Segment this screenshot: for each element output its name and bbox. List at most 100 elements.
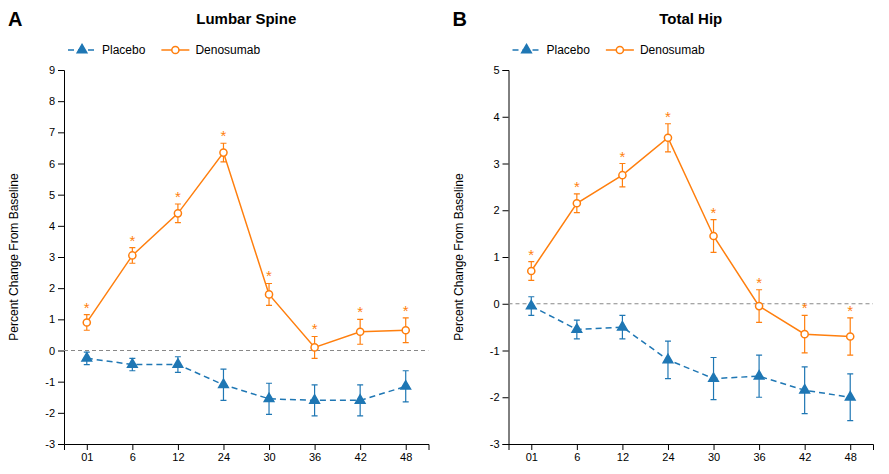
y-tick-mark [58,257,64,258]
legend-item: Denosumab [161,43,260,57]
x-axis: 016122430364248 [509,444,874,463]
title: Total Hip [659,10,722,27]
marker [401,381,411,389]
y-tick-label: 1 [493,251,499,263]
y-axis-title: Percent Change From Baseline [452,173,466,341]
y-tick: 9 [49,64,64,76]
legend-label: Placebo [547,43,591,57]
error-bar [802,315,808,352]
series [528,124,854,355]
y-tick-mark [503,397,509,398]
marker [220,149,227,156]
legend-marker [522,44,532,52]
y-tick-mark [58,382,64,383]
y-tick: 2 [493,204,508,216]
plot-area [64,143,429,416]
significance-star: * [574,178,580,195]
x-tick-label: 30 [263,451,275,463]
x-tick-mark [759,444,760,450]
y-tick-mark [503,257,509,258]
significance-star: * [84,299,90,316]
y-tick-mark [503,70,509,71]
marker [756,303,763,310]
x-tick-label: 12 [617,451,629,463]
x-tick-label: 48 [400,451,412,463]
series [526,297,855,421]
x-tick: 01 [526,444,538,463]
x-tick: 6 [574,444,580,463]
title: Lumbar Spine [196,10,296,27]
significance-star: * [756,274,762,291]
error-bar [403,318,409,343]
y-axis-line [503,71,510,445]
panel-label: A [8,8,22,30]
significance-star: * [847,302,853,319]
y-tick-label: -1 [45,376,55,388]
y-tick-mark [58,351,64,352]
x-axis-line [65,445,430,451]
y-tick-label: 2 [493,204,499,216]
y-tick: 3 [493,158,508,170]
significance-star: * [619,148,625,165]
y-tick-label: 3 [493,158,499,170]
y-tick: 7 [49,126,64,138]
marker [357,328,364,335]
significance-star: * [802,299,808,316]
marker [219,379,229,387]
marker [664,134,671,141]
y-tick-label: 0 [49,345,55,357]
significance-star: * [711,204,717,221]
series [83,143,409,358]
y-tick-mark [503,117,509,118]
legend-marker [616,46,623,53]
x-tick: 42 [799,444,811,463]
y-tick: 0 [493,298,508,310]
legend-item: Placebo [513,43,591,57]
y-axis-title: Percent Change From Baseline [7,173,21,341]
y-tick: 6 [49,158,64,170]
marker [663,354,673,362]
y-tick: 5 [49,189,64,201]
y-tick: 5 [493,64,508,76]
y-tick-mark [503,164,509,165]
y-tick-mark [503,304,509,305]
x-tick: 48 [400,444,412,463]
y-tick-label: 6 [49,158,55,170]
x-tick-mark [850,444,851,450]
y-tick: 4 [493,111,508,123]
x-tick-label: 36 [753,451,765,463]
marker [526,301,536,309]
x-tick-mark [315,444,316,450]
legend-item: Denosumab [606,43,705,57]
error-bar [266,283,272,305]
legend-marker [172,46,179,53]
panel: -3-2-10123456789016122430364248******** [45,64,429,463]
x-tick: 36 [309,444,321,463]
y-tick: 3 [49,251,64,263]
x-tick-mark [668,444,669,450]
x-tick-mark [132,444,133,450]
significance-star: * [175,188,181,205]
error-bar [357,319,363,344]
y-tick-mark [58,164,64,165]
marker [83,319,90,326]
marker [174,210,181,217]
x-tick-mark [805,444,806,450]
x-tick-label: 30 [708,451,720,463]
significance-star: * [221,127,227,144]
panel: -3-2-1012345016122430364248******** [490,64,874,463]
marker [129,252,136,259]
x-tick: 30 [708,444,720,463]
x-tick: 30 [263,444,275,463]
x-tick: 42 [355,444,367,463]
error-bar [847,318,853,355]
y-tick-mark [58,101,64,102]
marker [847,333,854,340]
error-bar [665,124,671,152]
y-tick-label: 2 [49,282,55,294]
y-tick: 1 [493,251,508,263]
y-tick-label: 4 [49,220,55,232]
marker [265,291,272,298]
x-tick-label: 12 [172,451,184,463]
marker [754,371,764,379]
